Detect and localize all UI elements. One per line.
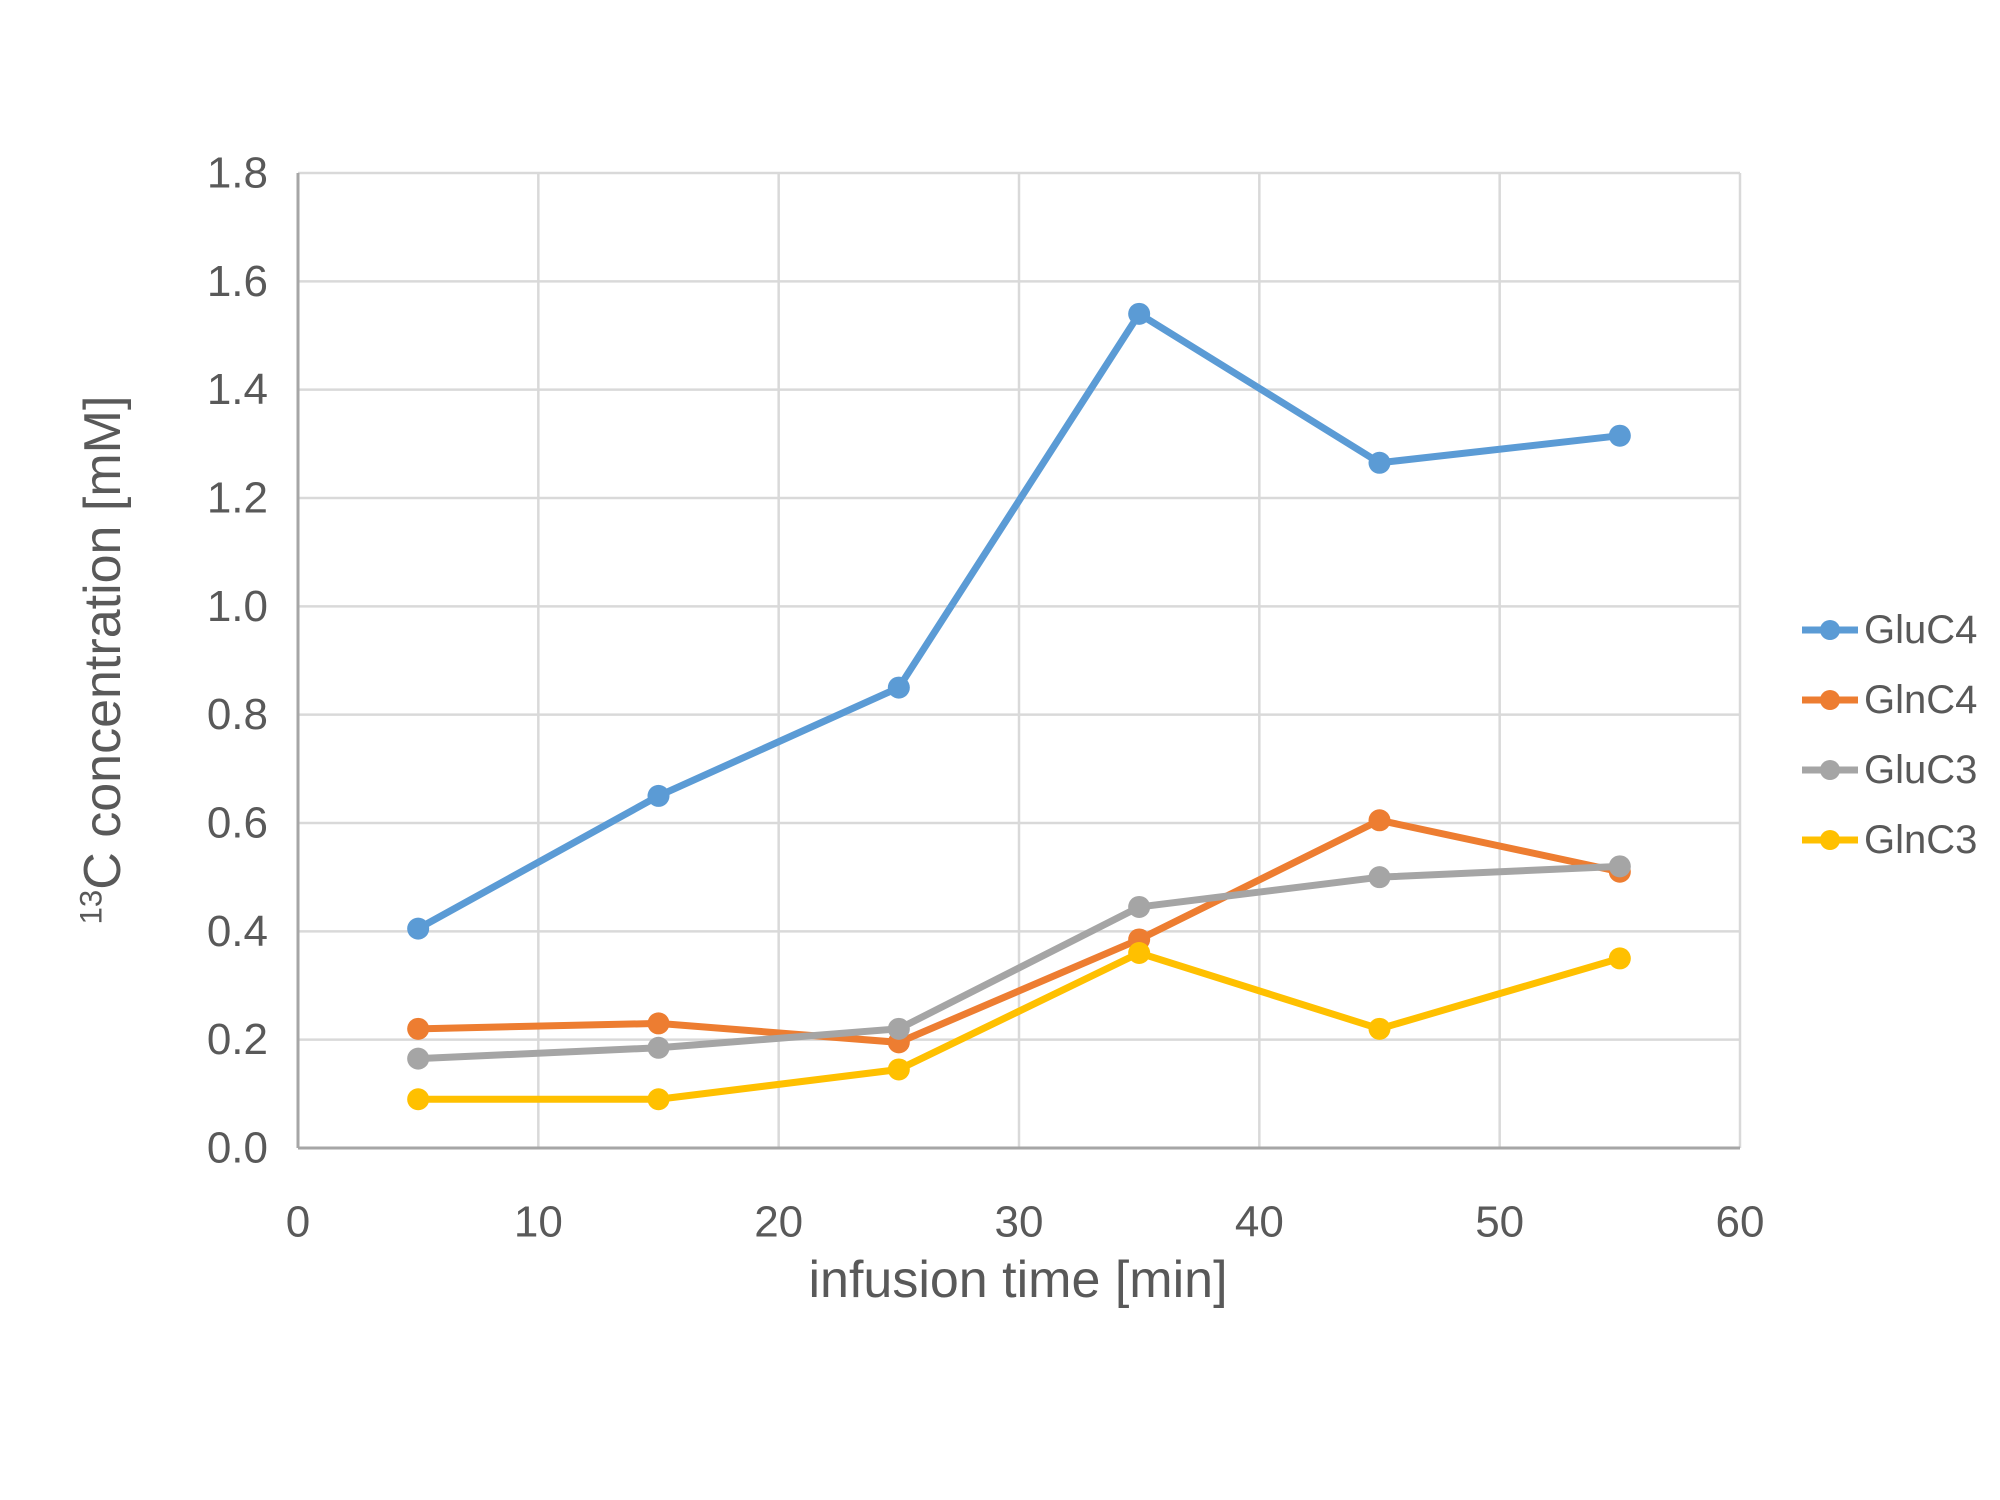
y-axis-title: 13C concentration [mM] bbox=[73, 395, 132, 925]
data-point-marker bbox=[1368, 866, 1391, 889]
data-point-marker bbox=[407, 1047, 430, 1070]
x-tick-label: 30 bbox=[995, 1198, 1044, 1247]
legend-marker-dot bbox=[1820, 690, 1840, 710]
series-line-gluc3 bbox=[414, 862, 1624, 1063]
legend-marker-dot bbox=[1820, 760, 1840, 780]
data-point-marker bbox=[887, 1058, 910, 1081]
legend: GluC4 GlnC4 GluC3 GlnC3 bbox=[1802, 608, 1977, 862]
y-tick-label: 0.4 bbox=[207, 907, 268, 956]
x-tick-label: 0 bbox=[286, 1198, 310, 1247]
y-tick-label: 0.8 bbox=[207, 690, 268, 739]
data-point-marker bbox=[887, 1017, 910, 1040]
legend-label: GluC3 bbox=[1864, 748, 1977, 792]
y-tick-label: 1.0 bbox=[207, 582, 268, 631]
data-point-marker bbox=[647, 1036, 670, 1059]
y-tick-label: 1.2 bbox=[207, 474, 268, 523]
series-glnc3 bbox=[407, 942, 1631, 1111]
x-tick-label: 10 bbox=[514, 1198, 563, 1247]
legend-label: GluC4 bbox=[1864, 608, 1977, 652]
x-axis-title: infusion time [min] bbox=[808, 1251, 1228, 1309]
data-point-marker bbox=[407, 1088, 430, 1111]
data-point-marker bbox=[647, 1088, 670, 1111]
data-point-marker bbox=[1608, 424, 1631, 447]
data-point-marker bbox=[1128, 942, 1151, 964]
data-point-marker bbox=[1368, 809, 1391, 832]
y-tick-label: 0.6 bbox=[207, 799, 268, 848]
data-point-marker bbox=[1128, 895, 1151, 918]
data-point-marker bbox=[647, 1012, 670, 1035]
data-point-marker bbox=[887, 676, 910, 699]
series-line-gluc4 bbox=[414, 310, 1624, 933]
y-axis-title-text: C concentration [mM] bbox=[74, 395, 132, 890]
data-point-marker bbox=[1608, 855, 1631, 878]
legend-item-glnc3: GlnC3 bbox=[1802, 818, 1977, 862]
data-point-marker bbox=[1128, 302, 1151, 325]
x-tick-label: 60 bbox=[1716, 1198, 1765, 1247]
legend-label: GlnC4 bbox=[1864, 678, 1977, 722]
series-gluc4 bbox=[407, 302, 1631, 940]
legend-label: GlnC3 bbox=[1864, 818, 1977, 862]
legend-item-glnc4: GlnC4 bbox=[1802, 678, 1977, 722]
y-tick-label: 1.6 bbox=[207, 257, 268, 306]
legend-item-gluc4: GluC4 bbox=[1802, 608, 1977, 652]
series-gluc3 bbox=[407, 855, 1631, 1070]
legend-marker-dot bbox=[1820, 620, 1840, 640]
y-tick-label: 1.8 bbox=[207, 149, 268, 198]
data-point-marker bbox=[407, 917, 430, 940]
data-point-marker bbox=[407, 1017, 430, 1040]
y-tick-label: 0.2 bbox=[207, 1015, 268, 1064]
series-line-glnc4 bbox=[414, 816, 1624, 1046]
x-tick-label: 40 bbox=[1235, 1198, 1284, 1247]
series-line-glnc3 bbox=[414, 949, 1624, 1103]
data-point-marker bbox=[1608, 947, 1631, 970]
x-tick-label: 20 bbox=[754, 1198, 803, 1247]
data-point-marker bbox=[647, 784, 670, 807]
data-point-marker bbox=[1368, 451, 1391, 474]
legend-marker-dot bbox=[1820, 830, 1840, 850]
legend-item-gluc3: GluC3 bbox=[1802, 748, 1977, 792]
y-axis-title-superscript: 13 bbox=[73, 889, 109, 925]
y-tick-label: 1.4 bbox=[207, 365, 268, 414]
y-tick-label: 0.0 bbox=[207, 1124, 268, 1173]
gridlines bbox=[298, 171, 1742, 1148]
x-tick-label: 50 bbox=[1475, 1198, 1524, 1247]
data-point-marker bbox=[1368, 1017, 1391, 1040]
